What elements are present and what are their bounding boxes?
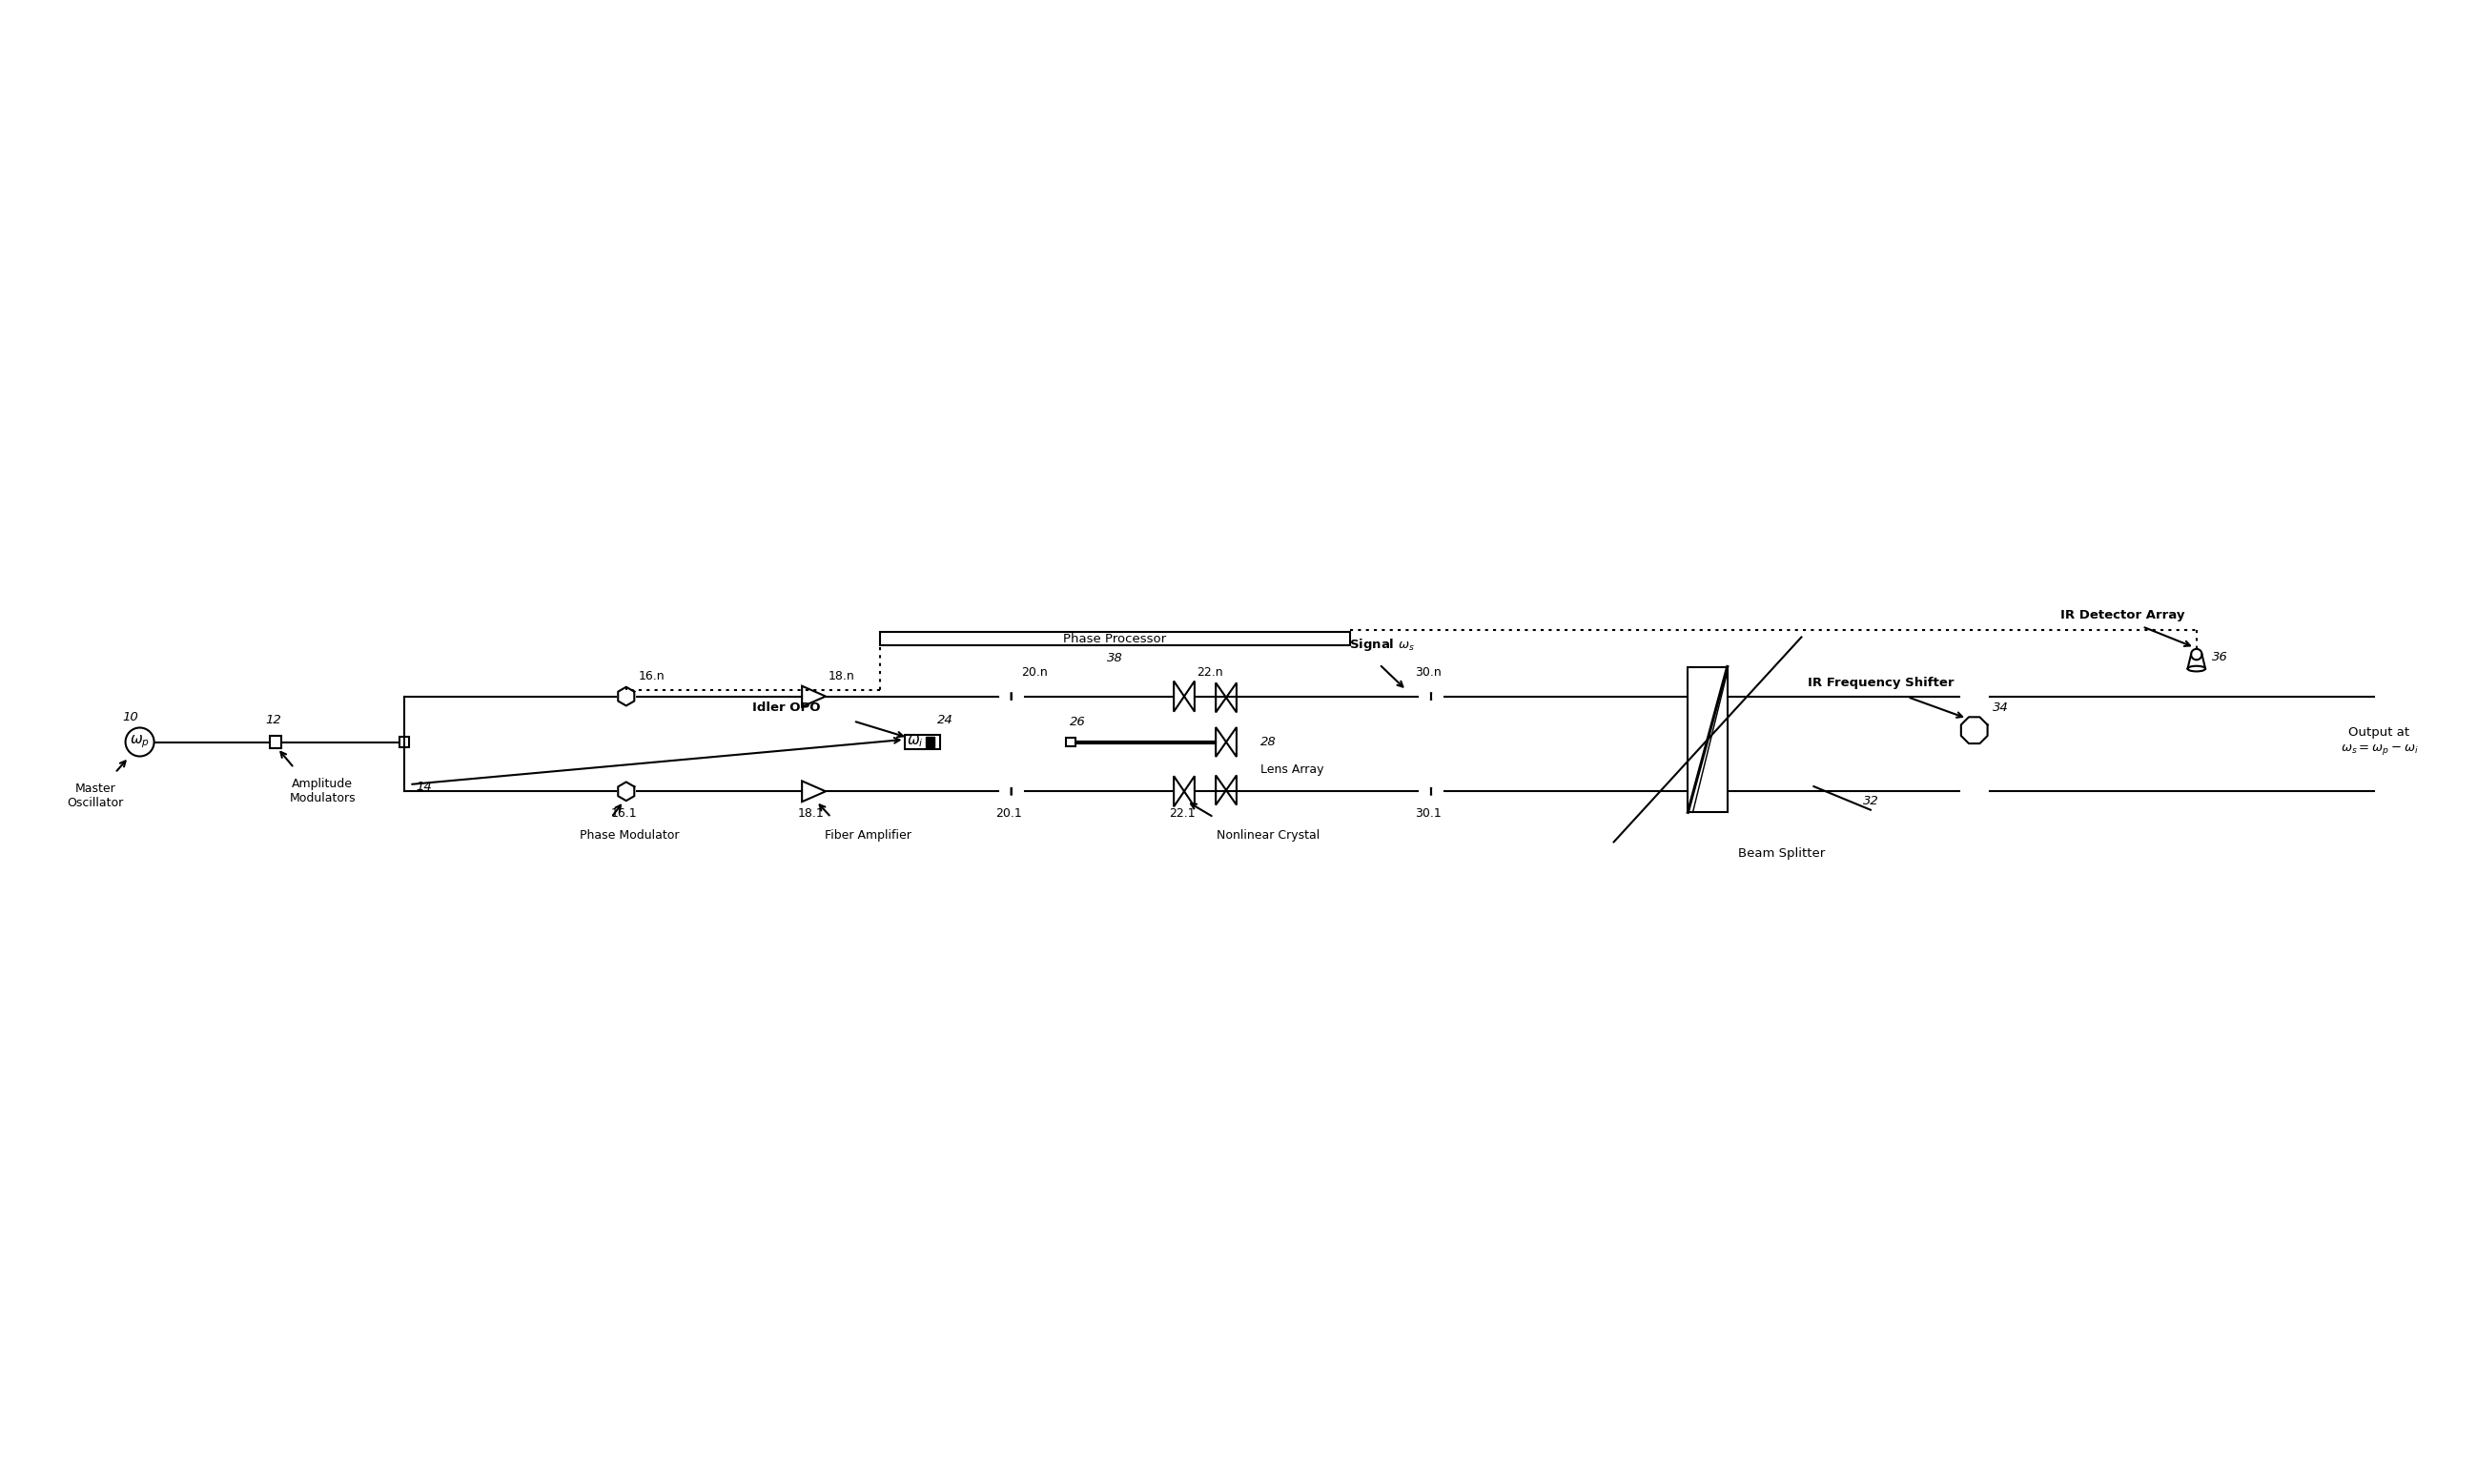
Text: 22.n: 22.n [1196,666,1224,680]
Bar [1065,738,1075,746]
Text: $\omega_p$: $\omega_p$ [129,733,149,751]
Text: Signal $\omega_s$: Signal $\omega_s$ [1350,637,1414,653]
Text: Amplitude
Modulators: Amplitude Modulators [290,778,357,804]
Text: 14: 14 [416,781,433,792]
Text: 12: 12 [265,714,280,727]
Text: 30.1: 30.1 [1414,807,1442,819]
Text: 18.n: 18.n [830,671,855,683]
Text: Lens Array: Lens Array [1261,763,1325,775]
Text: Master
Oscillator: Master Oscillator [67,782,124,809]
Text: $\omega_i$: $\omega_i$ [907,735,924,749]
Text: 20.1: 20.1 [996,807,1023,819]
Text: Phase Modulator: Phase Modulator [580,830,679,841]
Text: 34: 34 [1994,702,2009,714]
Text: Phase Processor: Phase Processor [1063,632,1167,646]
Bar [879,632,1350,646]
Polygon shape [926,738,934,746]
Text: 32: 32 [1863,795,1880,807]
Text: 10: 10 [121,711,139,724]
Text: 16.1: 16.1 [609,807,637,819]
Text: 28: 28 [1261,736,1276,748]
Bar [904,735,941,749]
Bar [1687,666,1726,812]
Text: $\omega_s = \omega_p - \omega_i$: $\omega_s = \omega_p - \omega_i$ [2341,743,2418,757]
Text: Fiber Amplifier: Fiber Amplifier [825,830,912,841]
Text: IR Detector Array: IR Detector Array [2061,608,2185,622]
Text: 26: 26 [1070,717,1085,729]
Text: 18.1: 18.1 [798,807,825,819]
Text: 30.n: 30.n [1414,666,1442,680]
Bar [399,738,409,746]
Text: Idler OPO: Idler OPO [753,702,820,714]
Text: 36: 36 [2212,651,2227,663]
Text: Nonlinear Crystal: Nonlinear Crystal [1216,830,1320,841]
Text: IR Frequency Shifter: IR Frequency Shifter [1808,677,1954,689]
Bar [270,736,282,748]
Text: 16.n: 16.n [639,671,664,683]
Text: 38: 38 [1107,651,1122,665]
Text: 22.1: 22.1 [1169,807,1194,819]
Text: 24: 24 [936,714,954,726]
Text: Beam Splitter: Beam Splitter [1739,847,1826,859]
Text: 20.n: 20.n [1021,666,1048,680]
Text: Output at: Output at [2348,727,2410,739]
